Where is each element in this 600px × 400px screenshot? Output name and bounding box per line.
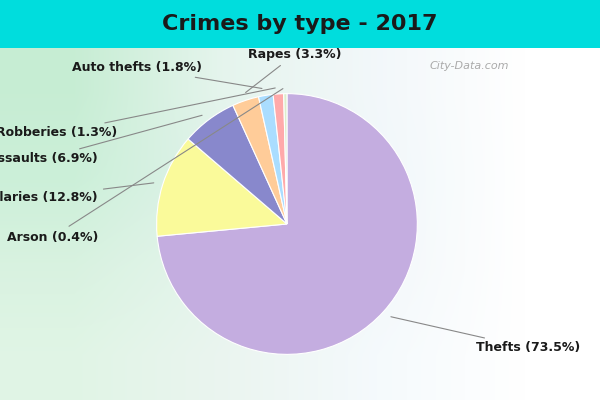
Wedge shape — [188, 105, 287, 224]
Text: City-Data.com: City-Data.com — [429, 61, 509, 71]
Text: Thefts (73.5%): Thefts (73.5%) — [391, 317, 580, 354]
Wedge shape — [273, 94, 287, 224]
Text: Auto thefts (1.8%): Auto thefts (1.8%) — [72, 61, 262, 88]
Text: Arson (0.4%): Arson (0.4%) — [7, 89, 283, 244]
Wedge shape — [284, 94, 287, 224]
Wedge shape — [233, 97, 287, 224]
Text: Assaults (6.9%): Assaults (6.9%) — [0, 115, 202, 165]
Text: Rapes (3.3%): Rapes (3.3%) — [245, 48, 341, 92]
Wedge shape — [157, 139, 287, 236]
Text: Crimes by type - 2017: Crimes by type - 2017 — [162, 14, 438, 34]
Wedge shape — [259, 94, 287, 224]
Text: Burglaries (12.8%): Burglaries (12.8%) — [0, 183, 154, 204]
Text: Robberies (1.3%): Robberies (1.3%) — [0, 88, 275, 139]
Wedge shape — [157, 94, 418, 354]
